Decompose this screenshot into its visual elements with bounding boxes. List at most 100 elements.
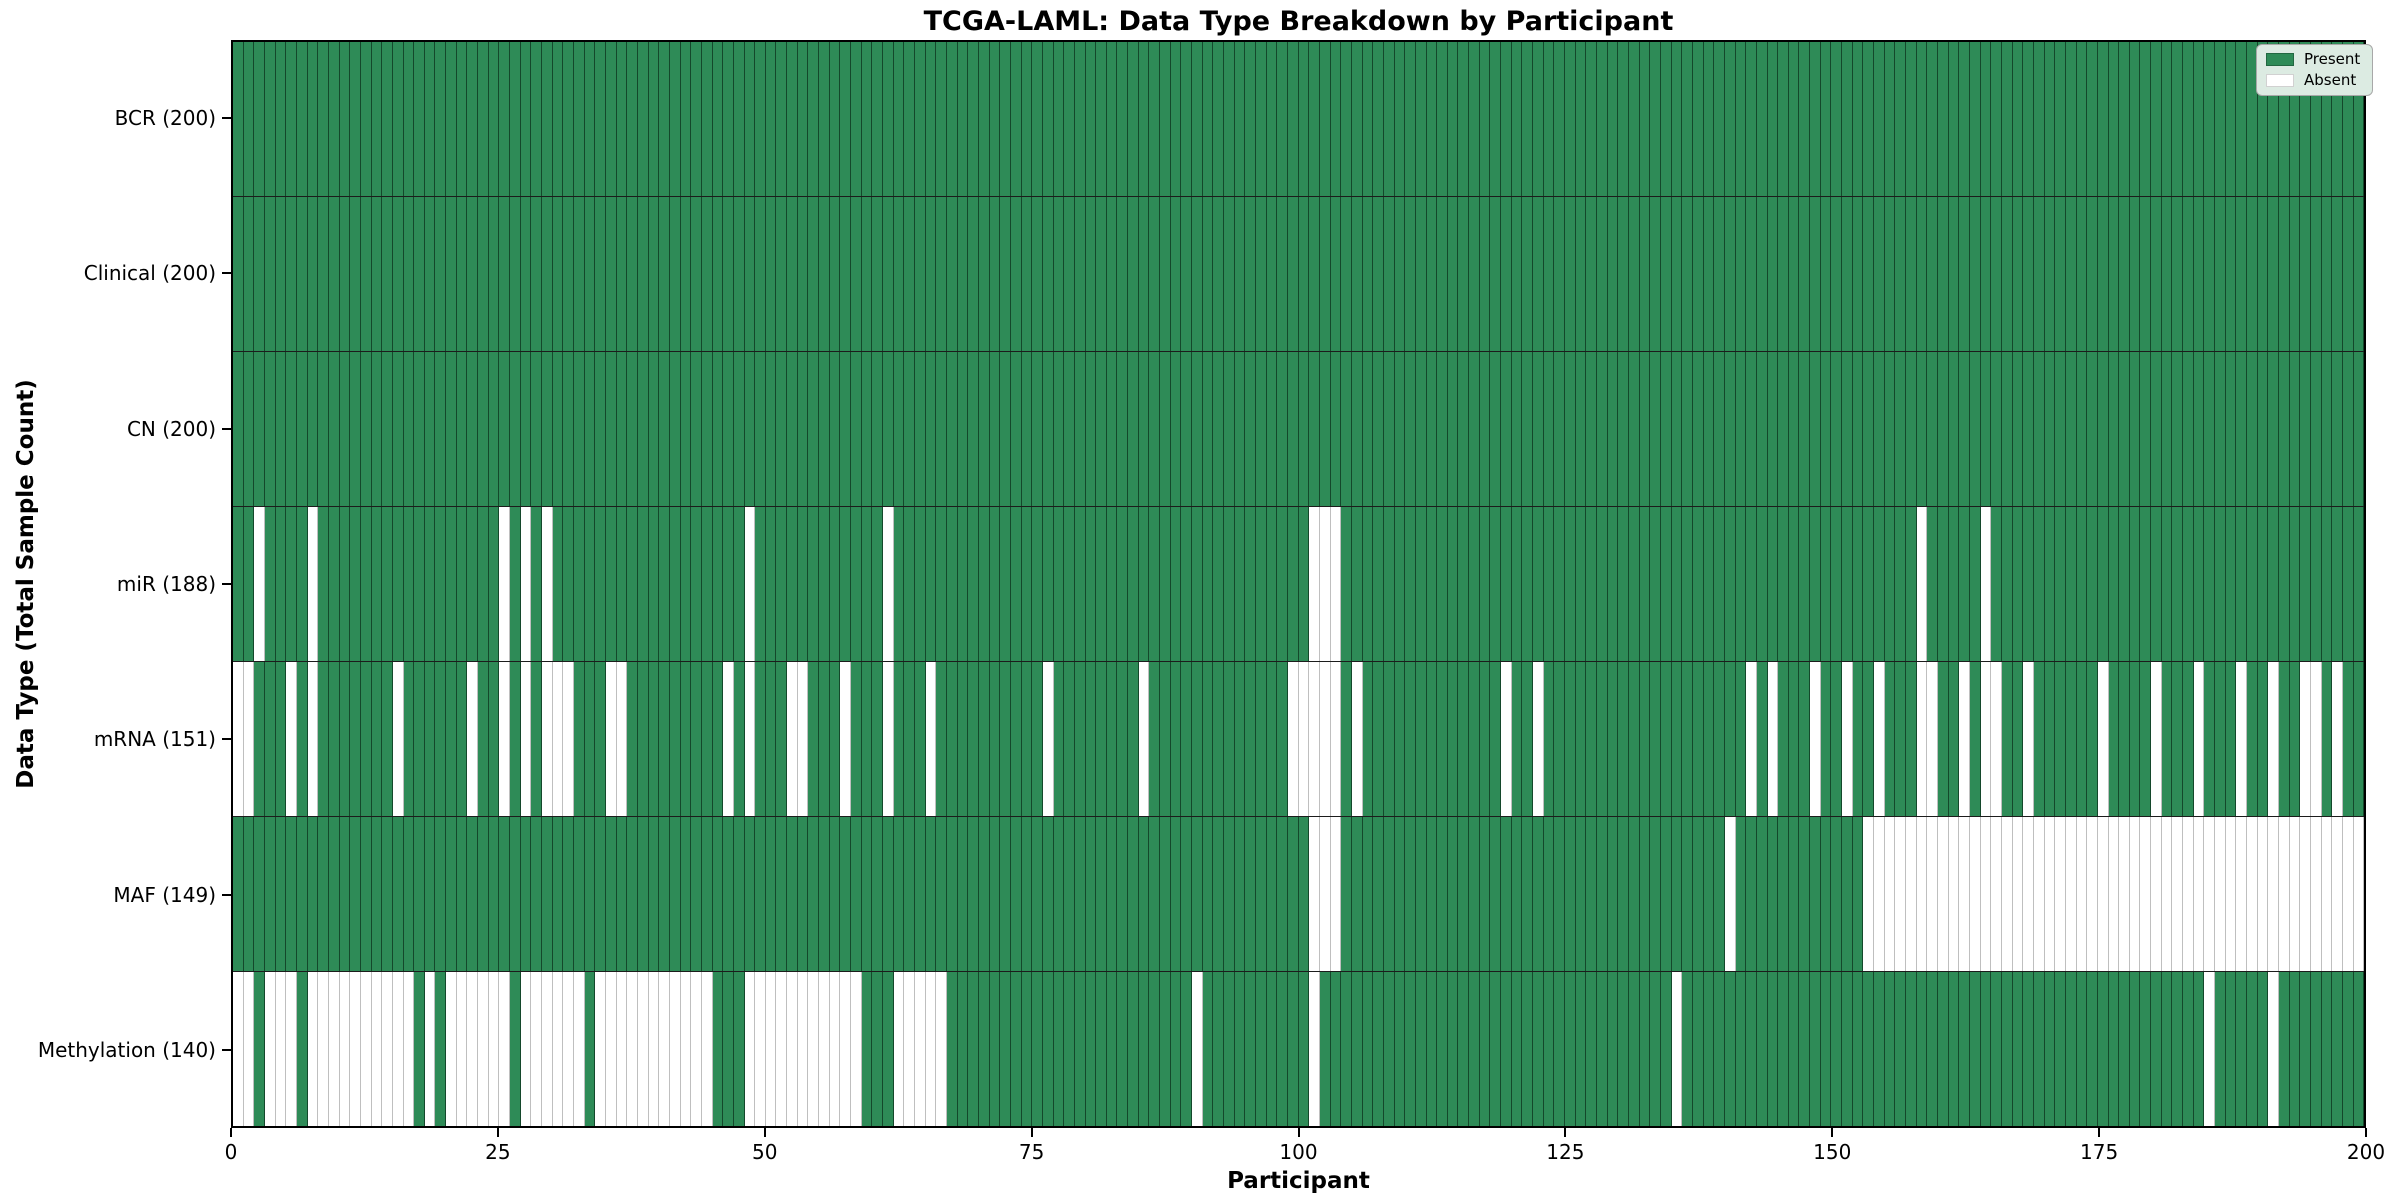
grid-cell [2108, 197, 2120, 351]
grid-cell [584, 352, 596, 506]
grid-cell [733, 197, 745, 351]
grid-cell [2097, 972, 2109, 1126]
grid-cell [659, 972, 670, 1126]
grid-cell [1234, 42, 1246, 196]
grid-cell [1682, 352, 1693, 506]
grid-cell [733, 507, 745, 661]
grid-cell [1575, 352, 1587, 506]
grid-cell [1671, 817, 1683, 971]
grid-cell [616, 42, 628, 196]
grid-cell [2193, 42, 2205, 196]
grid-cell [1639, 817, 1651, 971]
grid-cell [1330, 662, 1342, 816]
grid-cell [2161, 972, 2173, 1126]
grid-cell [1021, 42, 1033, 196]
grid-cell [1373, 662, 1384, 816]
heatmap-row-cn [233, 352, 2365, 507]
grid-cell [1458, 42, 1470, 196]
y-tick-label-bcr: BCR (200) [114, 105, 216, 130]
grid-cell [1842, 817, 1853, 971]
grid-cell [499, 972, 511, 1126]
grid-cell [851, 197, 862, 351]
grid-cell [637, 662, 649, 816]
grid-cell [957, 352, 969, 506]
grid-cell [915, 197, 926, 351]
grid-cell [2140, 42, 2152, 196]
grid-cell [1383, 972, 1395, 1126]
grid-cell [637, 197, 649, 351]
grid-cell [1671, 42, 1683, 196]
grid-cell [392, 197, 404, 351]
grid-cell [2183, 662, 2194, 816]
grid-cell [1991, 42, 2002, 196]
grid-cell [1788, 197, 1800, 351]
grid-cell [296, 352, 308, 506]
grid-cell [1778, 817, 1789, 971]
grid-cell [1778, 197, 1789, 351]
grid-cell [1256, 197, 1267, 351]
grid-cell [1053, 972, 1065, 1126]
grid-cell [1160, 507, 1171, 661]
x-tick-label-25: 25 [485, 1140, 511, 1164]
grid-cell [478, 42, 489, 196]
grid-cell [2065, 972, 2077, 1126]
grid-cell [1916, 42, 1928, 196]
grid-cell [2236, 662, 2248, 816]
grid-cell [946, 817, 958, 971]
grid-cell [1085, 42, 1097, 196]
grid-cell [797, 197, 809, 351]
grid-cell [1671, 197, 1683, 351]
grid-cell [1138, 507, 1150, 661]
grid-cell [1501, 817, 1512, 971]
grid-cell [2044, 42, 2056, 196]
grid-cell [1224, 817, 1235, 971]
grid-cell [829, 197, 841, 351]
grid-cell [1426, 42, 1438, 196]
grid-cell [1916, 352, 1928, 506]
grid-cell [360, 197, 372, 351]
grid-cell [286, 197, 297, 351]
grid-cell [1010, 42, 1022, 196]
grid-cell [851, 972, 862, 1126]
grid-cell [1117, 197, 1129, 351]
grid-cell [2172, 352, 2184, 506]
grid-cell [680, 352, 692, 506]
grid-cell [1607, 197, 1619, 351]
grid-cell [872, 662, 884, 816]
grid-cell [2289, 507, 2301, 661]
grid-cell [1522, 507, 1534, 661]
grid-cell [1703, 817, 1715, 971]
grid-cell [1501, 507, 1512, 661]
grid-cell [243, 352, 255, 506]
grid-cell [456, 507, 468, 661]
grid-cell [446, 662, 457, 816]
grid-cell [2183, 972, 2194, 1126]
grid-cell [957, 817, 969, 971]
grid-cell [872, 352, 884, 506]
grid-cell [946, 197, 958, 351]
grid-cell [1980, 507, 1992, 661]
grid-cell [1373, 507, 1384, 661]
x-tick-label-0: 0 [224, 1140, 238, 1164]
grid-cell [275, 352, 287, 506]
grid-cell [808, 352, 820, 506]
grid-cell [2332, 197, 2343, 351]
grid-cell [1383, 42, 1395, 196]
grid-cell [1916, 662, 1928, 816]
grid-cell [552, 352, 564, 506]
grid-cell [1287, 662, 1299, 816]
grid-cell [755, 197, 766, 351]
x-tick-mark [2365, 1128, 2367, 1137]
grid-cell [1501, 197, 1512, 351]
grid-cell [1330, 352, 1342, 506]
grid-cell [1767, 42, 1779, 196]
grid-cell [1852, 197, 1864, 351]
grid-cell [456, 662, 468, 816]
grid-cell [1874, 352, 1885, 506]
grid-cell [2247, 507, 2258, 661]
grid-cell [2012, 197, 2024, 351]
grid-cell [680, 507, 692, 661]
grid-cell [1309, 507, 1320, 661]
grid-cell [2172, 42, 2184, 196]
grid-cell [648, 817, 660, 971]
